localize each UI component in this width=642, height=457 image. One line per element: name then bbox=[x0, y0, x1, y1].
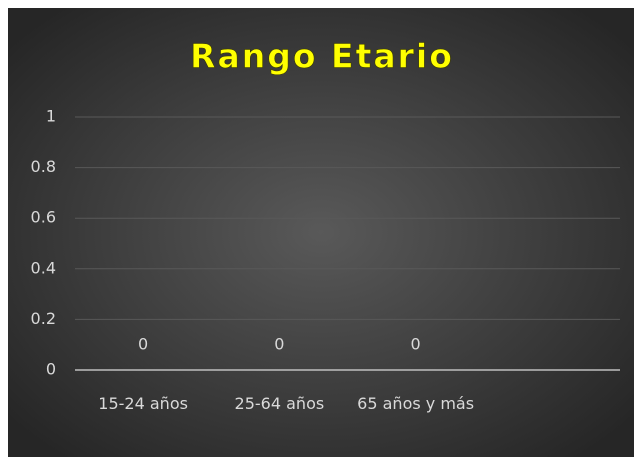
chart-title: Rango Etario bbox=[190, 37, 454, 76]
x-tick-label-box: 15-24 años bbox=[98, 394, 188, 413]
y-tick-label: 0.2 bbox=[31, 309, 56, 328]
x-tick-label-box: 25-64 años bbox=[234, 394, 325, 413]
y-tick-label: 0 bbox=[46, 360, 56, 379]
x-tick-label: 65 años y más bbox=[357, 394, 475, 413]
x-tick-label-box: 65 años y más bbox=[357, 394, 475, 413]
y-tick-label: 1 bbox=[46, 107, 56, 126]
y-tick-label: 0.4 bbox=[31, 258, 56, 277]
data-label: 0 bbox=[138, 335, 148, 354]
data-label: 0 bbox=[274, 335, 284, 354]
x-tick-label: 25-64 años bbox=[234, 394, 325, 413]
chart-background bbox=[8, 8, 634, 457]
y-tick-label: 0.6 bbox=[31, 208, 56, 227]
x-tick-label: 15-24 años bbox=[98, 394, 188, 413]
y-tick-label: 0.8 bbox=[31, 157, 56, 176]
data-label: 0 bbox=[411, 335, 421, 354]
